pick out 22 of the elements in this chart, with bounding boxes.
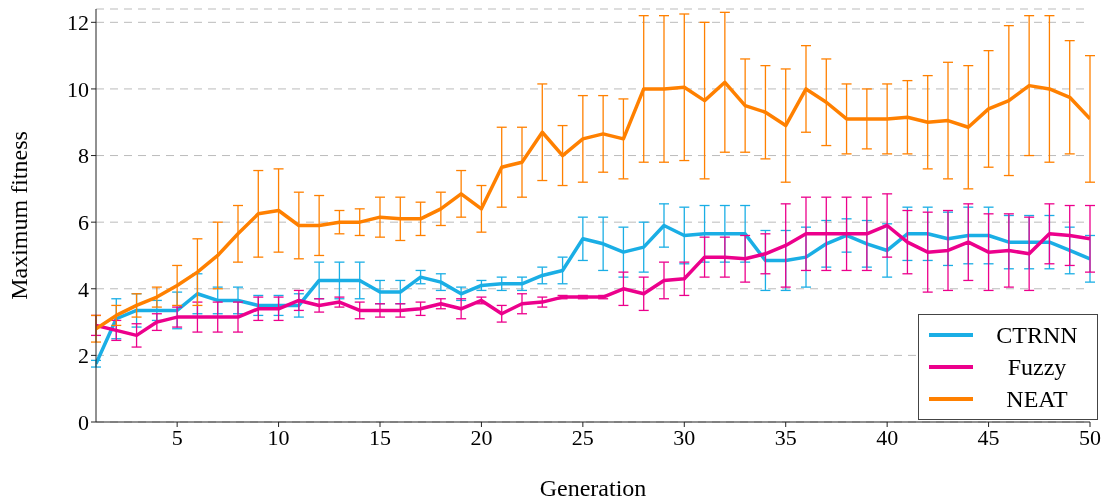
y-tick-label: 12 (67, 10, 89, 36)
x-tick-label: 10 (267, 424, 290, 450)
x-axis-title: Generation (539, 475, 647, 499)
y-tick-label: 2 (78, 343, 89, 369)
legend-label: Fuzzy (1006, 353, 1068, 382)
y-tick-label: 10 (67, 76, 89, 102)
x-tick-label: 50 (1079, 424, 1101, 450)
x-tick-label: 40 (876, 424, 899, 450)
y-tick-label: 0 (78, 409, 89, 435)
legend-label: CTRNN (995, 321, 1079, 350)
x-tick-label: 45 (977, 424, 1000, 450)
y-tick-label: 6 (78, 209, 89, 235)
x-tick-label: 15 (369, 424, 391, 450)
y-tick-label: 8 (78, 143, 89, 169)
x-tick-label: 20 (470, 424, 493, 450)
y-tick-label: 4 (78, 276, 89, 302)
legend-label: NEAT (1005, 385, 1069, 414)
y-axis-title: Maximum fitness (5, 131, 32, 300)
x-tick-label: 30 (673, 424, 696, 450)
x-tick-label: 35 (774, 424, 797, 450)
x-tick-label: 25 (571, 424, 594, 450)
x-tick-label: 5 (171, 424, 183, 450)
